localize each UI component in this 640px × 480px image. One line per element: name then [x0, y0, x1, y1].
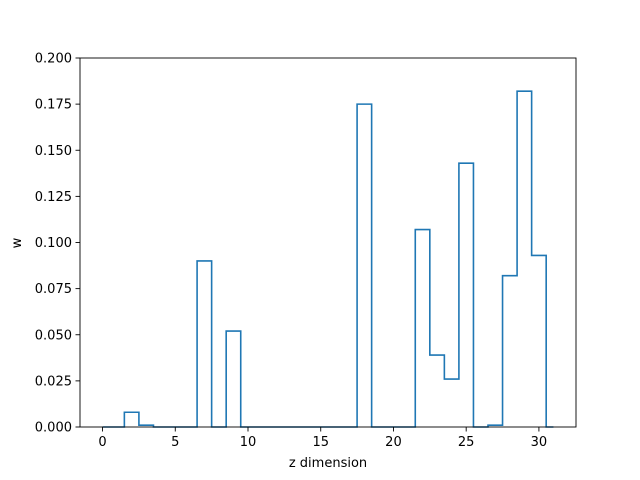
x-tick-label: 0 [98, 435, 106, 450]
y-tick-label: 0.100 [35, 236, 72, 251]
x-axis-ticks: 0 5 10 15 20 25 30 [98, 427, 547, 450]
x-tick-label: 5 [171, 435, 179, 450]
x-axis-label: z dimension [289, 456, 367, 471]
y-tick-label: 0.025 [35, 374, 72, 389]
x-tick-label: 15 [312, 435, 329, 450]
y-axis-label: w [10, 237, 25, 248]
x-tick-label: 25 [458, 435, 475, 450]
y-tick-label: 0.125 [35, 190, 72, 205]
x-tick-label: 30 [531, 435, 548, 450]
y-tick-label: 0.150 [35, 144, 72, 159]
x-tick-label: 20 [385, 435, 402, 450]
y-tick-label: 0.175 [35, 98, 72, 113]
y-tick-label: 0.000 [35, 421, 72, 436]
y-tick-label: 0.050 [35, 328, 72, 343]
y-tick-label: 0.075 [35, 282, 72, 297]
x-tick-label: 10 [240, 435, 257, 450]
y-tick-label: 0.200 [35, 52, 72, 67]
y-axis-ticks: 0.000 0.025 0.050 0.075 0.100 0.125 0.150 0.175… [35, 52, 80, 436]
